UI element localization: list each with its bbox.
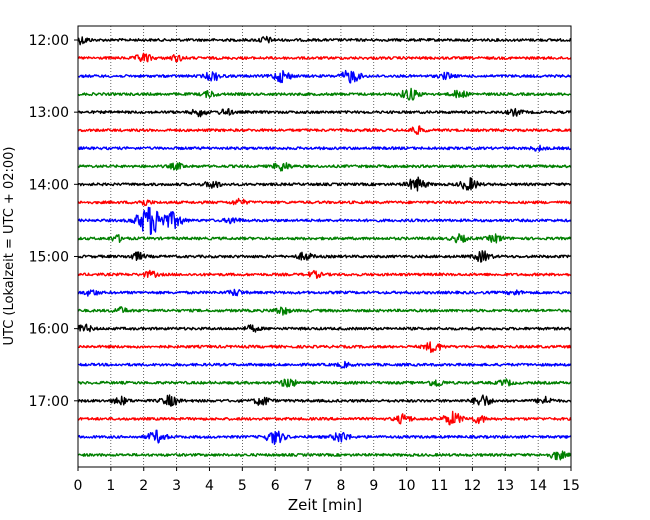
trace-line: [77, 450, 572, 461]
trace-line: [77, 52, 572, 63]
trace-line: [77, 341, 572, 354]
trace-line: [77, 410, 572, 426]
trace-line: [77, 429, 572, 445]
trace-line: [77, 69, 572, 84]
x-tick-label: 5: [238, 478, 247, 494]
trace-line: [77, 107, 572, 118]
trace-line: [78, 306, 572, 316]
trace-line: [77, 288, 572, 297]
trace-line: [77, 197, 572, 207]
seismic-traces: [77, 35, 572, 461]
trace-line: [77, 378, 572, 388]
y-tick-label: 12:00: [29, 33, 69, 49]
x-tick-label: 13: [496, 478, 514, 494]
x-tick-label: 4: [205, 478, 214, 494]
trace-line: [77, 87, 572, 101]
trace-line: [77, 250, 572, 263]
trace-line: [77, 206, 572, 235]
x-tick-label: 7: [304, 478, 313, 494]
y-tick-label: 15:00: [29, 249, 69, 265]
y-tick-label: 16:00: [29, 322, 69, 338]
x-tick-label: 9: [369, 478, 378, 494]
trace-line: [77, 144, 572, 152]
y-axis-label: UTC (Lokalzeit = UTC + 02:00): [2, 147, 17, 346]
trace-line: [77, 161, 572, 172]
trace-line: [77, 35, 572, 46]
x-tick-label: 0: [74, 478, 83, 494]
y-tick-label: 17:00: [29, 394, 69, 410]
y-axis-ticks: 12:00 13:00 14:00 15:00 16:00 17:00: [29, 33, 78, 410]
x-tick-label: 11: [431, 478, 449, 494]
x-tick-label: 10: [398, 478, 416, 494]
trace-line: [77, 125, 572, 135]
trace-line: [77, 176, 572, 192]
x-axis-label: Zeit [min]: [288, 496, 362, 514]
plot-frame: [77, 25, 572, 468]
trace-line: [77, 323, 572, 333]
y-tick-label: 14:00: [29, 177, 69, 193]
trace-line: [77, 233, 572, 244]
trace-line: [77, 394, 572, 407]
x-tick-label: 1: [106, 478, 115, 494]
trace-line: [77, 269, 572, 279]
x-tick-label: 15: [562, 478, 580, 494]
x-axis-ticks: 0 1 2 3 4 5 6 7 8 9 10 11 12 13 14 15: [74, 467, 580, 494]
y-tick-label: 13:00: [29, 105, 69, 121]
x-tick-label: 6: [271, 478, 280, 494]
x-tick-label: 2: [139, 478, 148, 494]
x-tick-label: 12: [463, 478, 481, 494]
x-tick-label: 14: [529, 478, 547, 494]
x-tick-label: 3: [172, 478, 181, 494]
trace-line: [77, 360, 572, 369]
x-tick-label: 8: [336, 478, 345, 494]
